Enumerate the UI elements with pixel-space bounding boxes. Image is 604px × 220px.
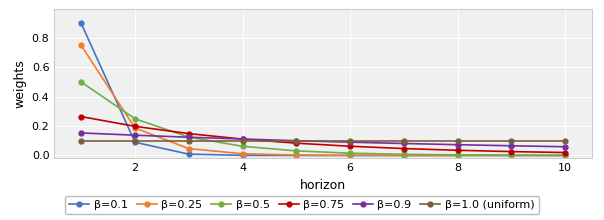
- β=0.1: [400, 154, 407, 157]
- β=0.75: [77, 115, 85, 118]
- β=0.1: [132, 141, 139, 144]
- β=0.9: [454, 143, 461, 146]
- β=1.0 (uniform): [185, 139, 192, 142]
- β=1.0 (uniform): [132, 139, 139, 142]
- β=0.25: [185, 147, 192, 150]
- β=1.0 (uniform): [77, 139, 85, 142]
- β=0.75: [400, 147, 407, 150]
- β=0.25: [507, 154, 515, 157]
- β=0.5: [561, 154, 568, 157]
- β=0.5: [185, 136, 192, 138]
- β=0.9: [239, 138, 246, 140]
- β=0.9: [400, 142, 407, 145]
- β=0.1: [561, 154, 568, 157]
- β=0.5: [400, 153, 407, 156]
- β=1.0 (uniform): [454, 139, 461, 142]
- β=0.25: [347, 154, 354, 157]
- β=0.5: [77, 81, 85, 83]
- β=0.75: [507, 150, 515, 153]
- β=0.1: [77, 22, 85, 25]
- β=0.75: [561, 151, 568, 154]
- Line: β=1.0 (uniform): β=1.0 (uniform): [79, 138, 568, 143]
- β=0.25: [239, 152, 246, 155]
- β=0.9: [507, 145, 515, 147]
- Line: β=0.25: β=0.25: [79, 43, 568, 158]
- β=0.75: [185, 132, 192, 135]
- X-axis label: horizon: horizon: [300, 179, 346, 192]
- β=0.9: [132, 134, 139, 137]
- β=0.1: [239, 154, 246, 157]
- β=0.25: [292, 154, 300, 156]
- β=0.75: [347, 145, 354, 148]
- β=0.75: [239, 138, 246, 140]
- β=0.1: [454, 154, 461, 157]
- β=0.25: [454, 154, 461, 157]
- Legend: β=0.1, β=0.25, β=0.5, β=0.75, β=0.9, β=1.0 (uniform): β=0.1, β=0.25, β=0.5, β=0.75, β=0.9, β=1…: [65, 196, 539, 214]
- β=0.5: [132, 117, 139, 120]
- Line: β=0.5: β=0.5: [79, 80, 568, 158]
- Line: β=0.9: β=0.9: [79, 130, 568, 149]
- β=1.0 (uniform): [400, 139, 407, 142]
- β=0.9: [347, 141, 354, 143]
- β=0.25: [77, 44, 85, 47]
- β=0.9: [77, 132, 85, 134]
- β=0.5: [507, 154, 515, 156]
- β=0.25: [400, 154, 407, 157]
- β=1.0 (uniform): [239, 139, 246, 142]
- β=0.1: [185, 153, 192, 156]
- β=0.9: [561, 145, 568, 148]
- β=0.5: [347, 152, 354, 154]
- Y-axis label: weights: weights: [13, 59, 26, 108]
- β=1.0 (uniform): [292, 139, 300, 142]
- β=1.0 (uniform): [347, 139, 354, 142]
- β=0.5: [292, 150, 300, 152]
- β=0.25: [561, 154, 568, 157]
- β=0.1: [292, 154, 300, 157]
- β=1.0 (uniform): [561, 139, 568, 142]
- Line: β=0.75: β=0.75: [79, 114, 568, 155]
- β=0.9: [292, 139, 300, 142]
- β=0.5: [239, 145, 246, 148]
- β=0.75: [132, 125, 139, 128]
- β=0.75: [292, 142, 300, 145]
- β=0.9: [185, 136, 192, 139]
- β=0.1: [347, 154, 354, 157]
- Line: β=0.1: β=0.1: [79, 21, 568, 158]
- β=1.0 (uniform): [507, 139, 515, 142]
- β=0.5: [454, 154, 461, 156]
- β=0.1: [507, 154, 515, 157]
- β=0.25: [132, 127, 139, 129]
- β=0.75: [454, 149, 461, 152]
